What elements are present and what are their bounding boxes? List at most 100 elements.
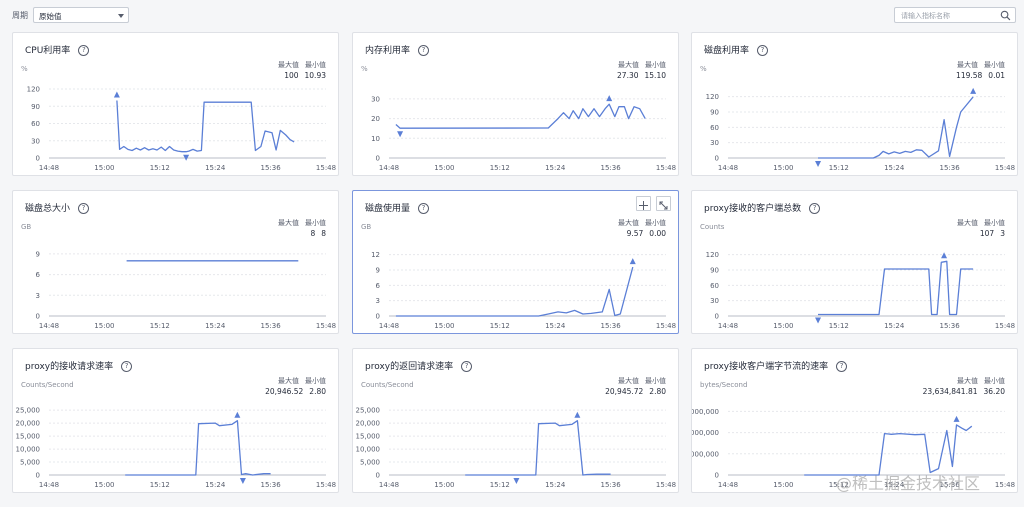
y-tick-label: 6 [36,271,41,279]
help-icon[interactable]: ? [757,45,769,56]
y-tick-label: 15,000 [16,433,41,441]
x-tick-label: 15:24 [205,481,226,489]
min-label: 最小值 [645,377,666,385]
max-label: 最大值 [618,219,639,227]
max-marker [606,95,613,102]
search-icon[interactable] [1000,10,1011,21]
min-marker [397,131,404,138]
x-tick-label: 14:48 [379,322,399,330]
metric-panel[interactable]: 0 30 60 90 120 14:48 15:00 15:12 15:24 15:36 15:48… [691,190,1018,334]
panel-title-text: proxy的接收请求速率 [25,362,114,372]
y-tick-label: 0 [36,313,40,321]
y-tick-label: 0 [715,313,719,321]
x-tick-label: 15:48 [316,322,336,330]
x-tick-label: 15:36 [261,481,282,489]
period-select[interactable]: 原始值 [33,7,129,23]
series-line [395,266,634,317]
chart-plot: 0 30 60 90 120 14:48 15:00 15:12 15:24 15:36 15:48 [706,251,1015,330]
y-tick-label: 0 [376,155,380,163]
panel-title-text: proxy的返回请求速率 [365,362,454,372]
min-value: 15.10 [644,71,666,80]
y-tick-label: 20,000 [356,420,381,428]
panel-title: proxy的接收请求速率? [25,359,133,372]
y-tick-label: 0 [376,472,380,480]
series-line [465,420,611,476]
y-tick-label: 10 [371,135,380,143]
x-tick-label: 15:48 [995,322,1015,330]
y-tick-label: 30 [710,139,719,147]
x-tick-label: 14:48 [718,322,738,330]
series-line [804,424,973,476]
y-tick-label: 60 [710,124,719,132]
x-tick-label: 15:24 [205,322,226,330]
metric-search-input[interactable]: 请输入指标名称 [894,7,1016,23]
max-value: 23,634,841.81 [922,387,978,396]
x-tick-label: 15:12 [829,481,849,489]
y-tick-label: 9 [36,250,40,258]
help-icon[interactable]: ? [461,361,473,372]
max-marker [629,258,636,265]
max-value: 20,945.72 [605,387,644,396]
x-tick-label: 15:48 [656,164,676,172]
help-icon[interactable]: ? [121,361,133,372]
series-line [125,420,271,476]
chart-plot: 0 10,000,000 20,000,000 30,000,000 14:48 15:0… [692,408,1015,489]
metric-panel[interactable]: 0 5,000 10,000 15,000 20,000 25,000 14:48 15:00… [12,348,339,493]
panel-title-text: CPU利用率 [25,46,71,56]
max-marker [970,87,977,94]
help-icon[interactable]: ? [418,45,430,56]
x-tick-label: 15:36 [261,164,282,172]
x-tick-label: 15:48 [316,481,336,489]
x-tick-label: 15:36 [940,164,961,172]
panel-title-text: 磁盘利用率 [704,46,750,56]
x-tick-label: 15:12 [150,164,170,172]
x-tick-label: 15:00 [773,164,793,172]
help-icon[interactable]: ? [809,203,821,214]
panel-title: proxy接收客户端字节流的速率? [704,359,848,372]
x-tick-label: 15:00 [434,164,454,172]
panel-title: proxy接收的客户端总数? [704,201,821,214]
max-value: 20,946.52 [265,387,304,396]
min-label: 最小值 [984,377,1005,385]
y-tick-label: 5,000 [360,459,380,467]
stat-labels: 最大值 最小值 [951,376,1005,386]
min-value: 8 [321,229,326,238]
help-icon[interactable]: ? [78,45,90,56]
crosshair-icon[interactable] [636,196,651,211]
min-marker [815,317,822,324]
series-line [818,260,974,316]
metric-panel[interactable]: 0 5,000 10,000 15,000 20,000 25,000 14:48 15:00… [352,348,679,493]
y-tick-label: 9 [376,267,380,275]
min-label: 最小值 [645,61,666,69]
x-tick-label: 15:36 [601,164,622,172]
period-label: 周期 [12,11,28,20]
min-value: 10.93 [304,71,326,80]
expand-icon[interactable] [656,196,671,211]
y-axis-unit: % [700,65,707,73]
help-icon[interactable]: ? [78,203,90,214]
metric-panel[interactable]: 0 3 6 9 12 14:48 15:00 15:12 15:24 15:36 15:48 磁盘使用… [352,190,679,334]
chart-plot: 0 5,000 10,000 15,000 20,000 25,000 14:48 15:00… [16,407,337,489]
chart-plot: 0 30 60 90 120 14:48 15:00 15:12 15:24 15:36 15:48 [706,87,1015,172]
series-line [116,100,295,153]
metric-panel[interactable]: 0 30 60 90 120 14:48 15:00 15:12 15:24 15:36 15:48… [691,32,1018,176]
help-icon[interactable]: ? [418,203,430,214]
x-tick-label: 15:00 [434,481,454,489]
metric-panel[interactable]: 0 3 6 9 14:48 15:00 15:12 15:24 15:36 15:48 磁盘总大小?… [12,190,339,334]
metric-panel[interactable]: 0 10,000,000 20,000,000 30,000,000 14:48 15:0… [691,348,1018,493]
min-label: 最小值 [305,219,326,227]
min-marker [513,477,520,484]
x-tick-label: 14:48 [718,164,738,172]
y-tick-label: 120 [27,86,40,94]
stat-labels: 最大值 最小值 [272,60,326,70]
series-line [818,96,974,159]
min-marker [815,160,822,167]
help-icon[interactable]: ? [836,361,848,372]
y-tick-label: 10,000 [356,446,381,454]
metric-panel[interactable]: 0 30 60 90 120 14:48 15:00 15:12 15:24 15:36 15:48… [12,32,339,176]
panel-title: CPU利用率? [25,43,90,56]
x-tick-label: 14:48 [718,481,738,489]
x-tick-label: 15:00 [773,322,793,330]
y-tick-label: 0 [715,472,719,480]
metric-panel[interactable]: 0 10 20 30 14:48 15:00 15:12 15:24 15:36 15:48 内存利… [352,32,679,176]
